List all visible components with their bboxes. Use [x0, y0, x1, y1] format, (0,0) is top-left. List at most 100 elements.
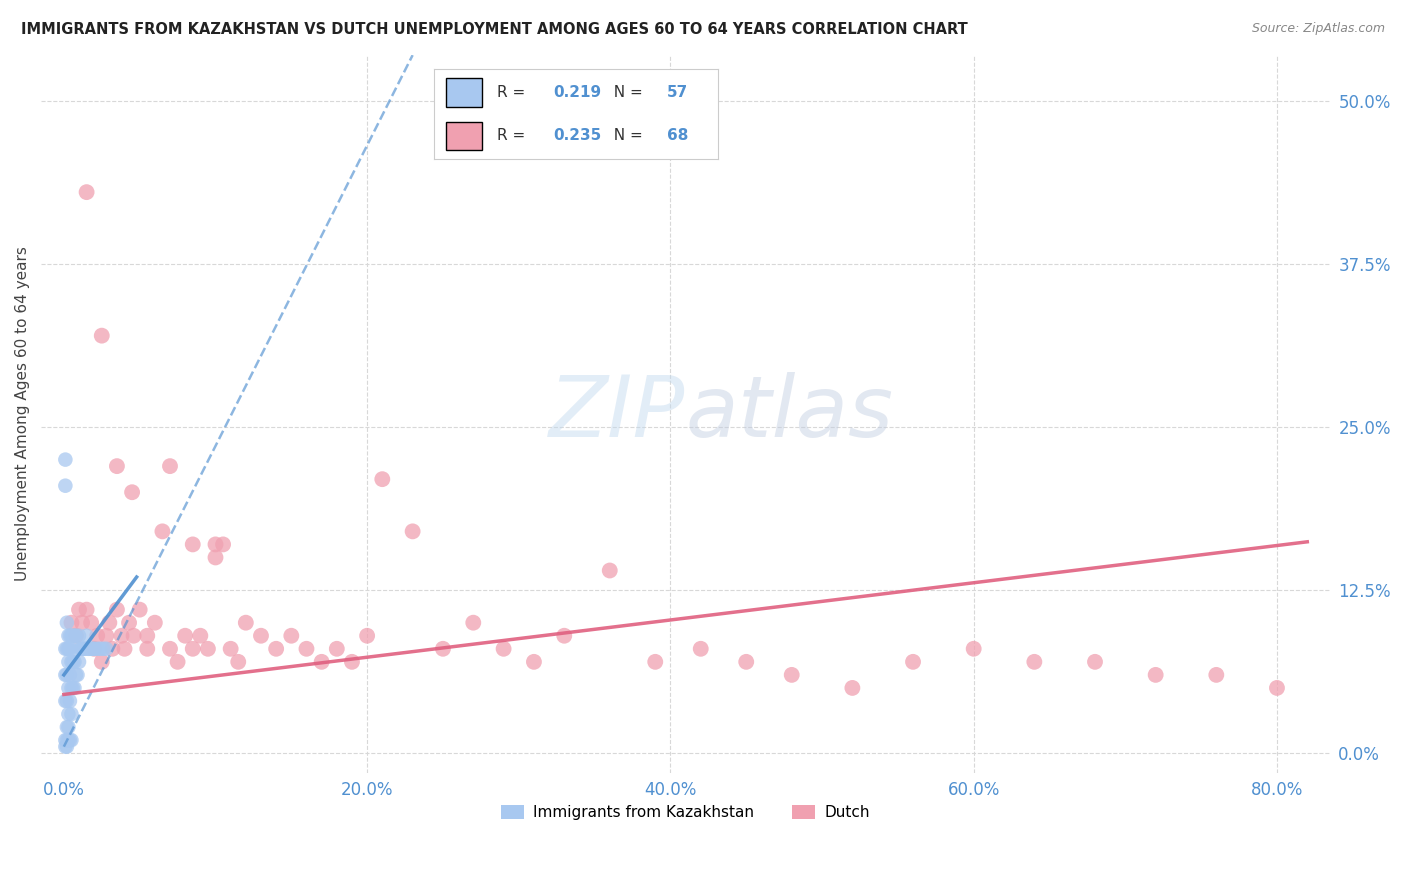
Point — [60, 629, 83, 643]
Point — [136, 629, 159, 643]
Point — [56, 694, 79, 708]
Point — [86, 629, 108, 643]
Point — [1084, 655, 1107, 669]
Text: atlas: atlas — [686, 373, 894, 456]
Point — [280, 629, 302, 643]
Point — [250, 629, 273, 643]
Point — [70, 615, 93, 630]
Point — [59, 629, 82, 643]
Point — [523, 655, 546, 669]
Point — [72, 641, 94, 656]
Point — [219, 641, 242, 656]
Point — [105, 602, 128, 616]
Legend: Immigrants from Kazakhstan, Dutch: Immigrants from Kazakhstan, Dutch — [495, 799, 876, 826]
Point — [83, 641, 105, 656]
Point — [121, 485, 143, 500]
Point — [174, 629, 197, 643]
Point — [58, 681, 80, 695]
Point — [76, 602, 98, 616]
Point — [58, 720, 80, 734]
Point — [75, 641, 97, 656]
Point — [62, 681, 84, 695]
Point — [181, 641, 204, 656]
Point — [1265, 681, 1288, 695]
Point — [226, 655, 249, 669]
Point — [204, 550, 226, 565]
Point — [80, 615, 103, 630]
Point — [371, 472, 394, 486]
Point — [56, 733, 79, 747]
Point — [181, 537, 204, 551]
Point — [60, 733, 83, 747]
Point — [122, 629, 145, 643]
Point — [143, 615, 166, 630]
Point — [197, 641, 219, 656]
Point — [80, 641, 103, 656]
Point — [60, 615, 83, 630]
Point — [110, 629, 132, 643]
Point — [311, 655, 333, 669]
Point — [841, 681, 863, 695]
Point — [235, 615, 257, 630]
Point — [105, 459, 128, 474]
Point — [188, 629, 211, 643]
Point — [356, 629, 378, 643]
Point — [58, 655, 80, 669]
Point — [90, 328, 112, 343]
Point — [67, 629, 90, 643]
Point — [56, 739, 79, 754]
Point — [152, 524, 174, 539]
Point — [65, 629, 87, 643]
Point — [463, 615, 485, 630]
Point — [53, 668, 76, 682]
Point — [118, 615, 141, 630]
Point — [166, 655, 188, 669]
Point — [780, 668, 803, 682]
Point — [53, 452, 76, 467]
Point — [63, 629, 86, 643]
Point — [59, 641, 82, 656]
Point — [264, 641, 287, 656]
Point — [65, 629, 87, 643]
Point — [65, 668, 87, 682]
Point — [62, 629, 84, 643]
Point — [689, 641, 711, 656]
Text: ZIP: ZIP — [550, 373, 686, 456]
Point — [66, 641, 89, 656]
Point — [66, 668, 89, 682]
Point — [59, 668, 82, 682]
Point — [963, 641, 986, 656]
Point — [60, 655, 83, 669]
Point — [59, 694, 82, 708]
Point — [69, 641, 91, 656]
Point — [60, 681, 83, 695]
Point — [326, 641, 349, 656]
Point — [114, 641, 136, 656]
Point — [53, 733, 76, 747]
Point — [59, 733, 82, 747]
Point — [644, 655, 666, 669]
Point — [60, 706, 83, 721]
Point — [53, 479, 76, 493]
Point — [56, 641, 79, 656]
Point — [62, 655, 84, 669]
Point — [63, 655, 86, 669]
Point — [58, 706, 80, 721]
Point — [432, 641, 454, 656]
Point — [90, 655, 112, 669]
Point — [56, 615, 79, 630]
Point — [76, 185, 98, 199]
Point — [91, 641, 114, 656]
Text: IMMIGRANTS FROM KAZAKHSTAN VS DUTCH UNEMPLOYMENT AMONG AGES 60 TO 64 YEARS CORRE: IMMIGRANTS FROM KAZAKHSTAN VS DUTCH UNEM… — [21, 22, 967, 37]
Point — [70, 641, 93, 656]
Point — [599, 564, 621, 578]
Point — [89, 641, 111, 656]
Point — [82, 641, 104, 656]
Point — [79, 641, 101, 656]
Point — [340, 655, 363, 669]
Point — [67, 602, 90, 616]
Point — [159, 459, 181, 474]
Point — [56, 668, 79, 682]
Point — [401, 524, 423, 539]
Point — [159, 641, 181, 656]
